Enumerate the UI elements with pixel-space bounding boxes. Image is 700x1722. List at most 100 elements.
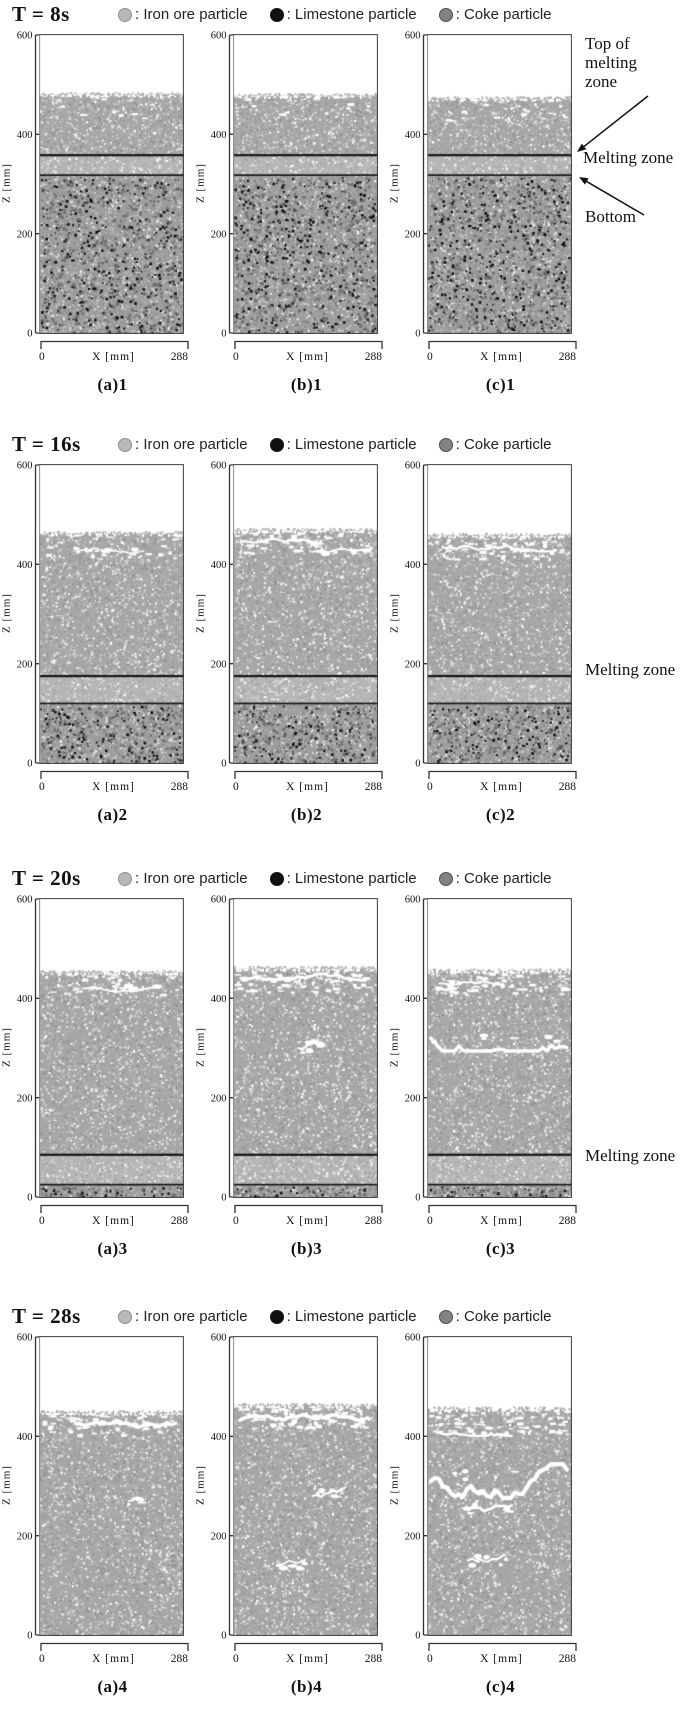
panel-a4: Z [mm] 600 400 200 0 0 X [mm] 288 (a)4 — [0, 1333, 189, 1697]
svg-text:600: 600 — [17, 895, 33, 906]
coke-dot-icon — [438, 871, 453, 886]
particle-bed-canvas — [233, 1336, 378, 1636]
particle-bed-canvas — [427, 34, 572, 334]
melting-zone-label: Melting zone — [585, 1146, 676, 1165]
x-min-tick: 0 — [427, 351, 433, 363]
x-axis — [40, 1204, 189, 1213]
svg-text:0: 0 — [27, 759, 32, 770]
x-min-tick: 0 — [233, 1215, 239, 1227]
svg-text:0: 0 — [221, 759, 226, 770]
svg-text:0: 0 — [221, 1193, 226, 1204]
legend-item-label: : Iron ore particle — [135, 436, 248, 453]
svg-text:600: 600 — [405, 1333, 421, 1344]
row-header: T = 8s : Iron ore particle: Limestone pa… — [0, 2, 700, 27]
legend-item-iron-ore: : Iron ore particle — [118, 6, 248, 23]
svg-text:200: 200 — [211, 659, 227, 670]
legend-item-limestone: : Limestone particle — [269, 1308, 417, 1325]
plot-area: Z [mm] 600 400 200 0 — [0, 31, 186, 340]
x-max-tick: 288 — [364, 1653, 382, 1665]
x-axis — [428, 1642, 577, 1651]
plot-area: Z [mm] 600 400 200 0 — [194, 895, 380, 1204]
svg-text:600: 600 — [405, 31, 421, 42]
legend-item-label: : Iron ore particle — [135, 870, 248, 887]
legend-item-iron-ore: : Iron ore particle — [118, 870, 248, 887]
z-axis-label: Z [mm] — [388, 163, 401, 203]
limestone-dot-icon — [269, 437, 284, 452]
x-axis-bracket — [40, 770, 189, 779]
time-label: T = 28s — [12, 1304, 81, 1328]
legend-item-label: : Limestone particle — [286, 6, 417, 23]
row-header: T = 16s : Iron ore particle: Limestone p… — [0, 432, 700, 457]
x-axis-bracket — [428, 340, 577, 349]
iron-ore-dot-icon — [118, 1309, 132, 1324]
x-axis-labels: 0 X [mm] 288 — [425, 1653, 576, 1665]
legend-item-iron-ore: : Iron ore particle — [118, 1308, 248, 1325]
z-axis: 600 400 200 0 — [17, 461, 39, 770]
legend-item-limestone: : Limestone particle — [269, 870, 417, 887]
svg-text:400: 400 — [17, 994, 33, 1005]
x-axis — [40, 1642, 189, 1651]
x-max-tick: 288 — [170, 1653, 188, 1665]
svg-text:200: 200 — [405, 1531, 421, 1542]
x-axis-label: X [mm] — [92, 781, 135, 793]
melting-zone-label: Melting zone — [585, 660, 676, 679]
z-axis: 600 400 200 0 — [211, 895, 233, 1204]
z-axis: 600 400 200 0 — [211, 1333, 233, 1642]
legend-item-iron-ore: : Iron ore particle — [118, 436, 248, 453]
x-max-tick: 288 — [558, 1653, 576, 1665]
x-min-tick: 0 — [427, 1653, 433, 1665]
z-axis: 600 400 200 0 — [17, 31, 39, 340]
svg-text:200: 200 — [211, 229, 227, 240]
z-axis-label: Z [mm] — [388, 1027, 401, 1067]
z-axis: 600 400 200 0 — [211, 461, 233, 770]
particle-bed-canvas — [233, 34, 378, 334]
x-axis-labels: 0 X [mm] 288 — [425, 1215, 576, 1227]
svg-text:0: 0 — [415, 759, 420, 770]
plot-area: Z [mm] 600 400 200 0 — [388, 31, 574, 340]
svg-text:400: 400 — [211, 994, 227, 1005]
panel-b2: Z [mm] 600 400 200 0 0 X [mm] 288 (b)2 — [194, 461, 383, 825]
svg-text:0: 0 — [27, 1631, 32, 1642]
svg-text:400: 400 — [211, 130, 227, 141]
x-axis-labels: 0 X [mm] 288 — [231, 351, 382, 363]
svg-text:0: 0 — [415, 1193, 420, 1204]
particle-bed-canvas — [39, 34, 184, 334]
coke-dot-icon — [438, 1309, 453, 1324]
panel-caption: (c)1 — [485, 375, 516, 394]
x-axis-bracket — [234, 340, 383, 349]
x-min-tick: 0 — [39, 1215, 45, 1227]
legend-item-label: : Limestone particle — [286, 870, 417, 887]
legend: : Iron ore particle: Limestone particle:… — [118, 870, 552, 887]
x-axis-label: X [mm] — [480, 1215, 523, 1227]
svg-text:200: 200 — [211, 1093, 227, 1104]
panel-caption: (b)1 — [290, 375, 323, 394]
x-max-tick: 288 — [170, 781, 188, 793]
x-axis-label: X [mm] — [480, 781, 523, 793]
z-axis-label: Z [mm] — [0, 593, 13, 633]
svg-text:400: 400 — [211, 1432, 227, 1443]
time-label: T = 20s — [12, 866, 81, 890]
x-axis-labels: 0 X [mm] 288 — [231, 1215, 382, 1227]
panel-caption: (b)4 — [290, 1677, 323, 1696]
iron-ore-dot-icon — [118, 871, 132, 886]
svg-text:0: 0 — [415, 329, 420, 340]
legend-item-label: : Iron ore particle — [135, 6, 248, 23]
x-min-tick: 0 — [233, 781, 239, 793]
limestone-dot-icon — [269, 871, 284, 886]
x-axis-label: X [mm] — [286, 781, 329, 793]
svg-text:200: 200 — [17, 229, 33, 240]
melting-zone-label: Melting zone — [583, 148, 674, 167]
coke-dot-icon — [438, 437, 453, 452]
svg-text:600: 600 — [17, 461, 33, 472]
row-header: T = 28s : Iron ore particle : Limestone p… — [0, 1304, 700, 1329]
x-axis-label: X [mm] — [92, 1215, 135, 1227]
figure-row-2: T = 16s : Iron ore particle: Limestone p… — [0, 426, 700, 862]
svg-text:200: 200 — [17, 659, 33, 670]
panel-strip: Z [mm] 600 400 200 0 0 X [mm] 288 (a)2 Z [m… — [0, 461, 700, 825]
x-axis-bracket — [428, 770, 577, 779]
panel-a2: Z [mm] 600 400 200 0 0 X [mm] 288 (a)2 — [0, 461, 189, 825]
x-axis — [234, 1642, 383, 1651]
x-max-tick: 288 — [364, 1215, 382, 1227]
iron-ore-dot-icon — [118, 7, 132, 22]
legend-item-label: : Iron ore particle — [135, 1308, 248, 1325]
